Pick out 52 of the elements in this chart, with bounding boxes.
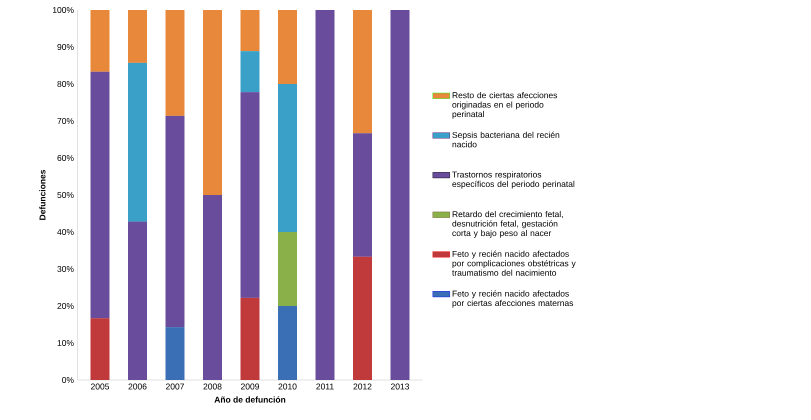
- bar: [166, 116, 184, 328]
- bar: [166, 10, 184, 116]
- legend-label: Feto y recién nacido afectados por complicaciones obstétricas y traumatismo del nacimiento: [452, 250, 576, 276]
- bar: [166, 327, 184, 380]
- legend-label: Resto de ciertas afecciones originadas en el periodo perinatal: [452, 92, 558, 119]
- bar: [353, 133, 372, 257]
- bar: [128, 222, 147, 380]
- x-tick-label: 2013: [391, 384, 410, 390]
- y-tick-label: 60%: [57, 155, 74, 161]
- y-tick-label: 20%: [57, 303, 74, 309]
- x-tick-label: 2009: [241, 384, 260, 390]
- y-tick-label: 50%: [57, 192, 74, 198]
- y-tick-label: 0%: [62, 377, 74, 383]
- y-axis-title: Defunciones: [39, 170, 46, 220]
- y-tick-label: 80%: [57, 81, 74, 87]
- bar: [240, 298, 260, 380]
- y-tick-label: 90%: [57, 44, 74, 50]
- legend-label: Retardo del crecimiento fetal, desnutrición fetal, gestación corta y bajo peso al nacer: [452, 210, 563, 238]
- bar: [128, 10, 147, 63]
- y-tick-label: 100%: [52, 7, 74, 13]
- bar: [128, 62, 147, 222]
- bar: [203, 10, 222, 195]
- x-axis-title: Año de defunción: [214, 396, 286, 403]
- x-tick-label: 2005: [91, 384, 110, 390]
- bar: [278, 306, 298, 380]
- bar: [90, 10, 110, 72]
- y-tick-label: 70%: [57, 118, 74, 124]
- y-tick-label: 40%: [57, 229, 74, 235]
- legend-label: Trastornos respiratorios específicos del periodo perinatal: [452, 171, 574, 189]
- bar: [240, 51, 260, 92]
- bar: [203, 194, 222, 380]
- bar: [240, 92, 260, 298]
- bar: [278, 232, 298, 306]
- x-tick-label: 2007: [166, 384, 184, 390]
- x-tick-label: 2012: [354, 384, 372, 390]
- bar: [90, 72, 110, 318]
- bar: [316, 10, 335, 380]
- y-tick-label: 30%: [57, 266, 74, 272]
- x-tick-label: 2006: [128, 384, 147, 390]
- legend-label: Sepsis bacteriana del recién nacido: [452, 132, 560, 148]
- bar: [278, 84, 298, 232]
- x-tick-label: 2011: [316, 384, 334, 390]
- bar: [353, 10, 372, 134]
- bar: [353, 256, 372, 380]
- bar: [390, 10, 410, 380]
- bar: [240, 10, 260, 52]
- x-tick-label: 2010: [278, 384, 297, 390]
- bar: [90, 318, 110, 380]
- bar: [278, 10, 298, 84]
- y-tick-label: 10%: [58, 340, 74, 346]
- legend-label: Feto y recién nacido afectados por ciertas afecciones maternas: [452, 290, 574, 308]
- x-tick-label: 2008: [204, 384, 222, 390]
